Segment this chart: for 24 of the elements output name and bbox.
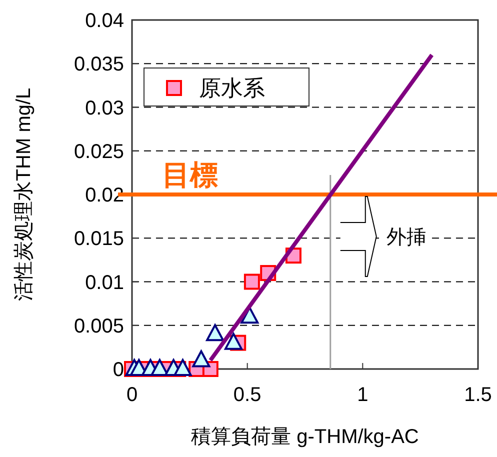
legend-label: 原水系	[199, 76, 265, 101]
y-tick-label: 0.02	[85, 184, 124, 206]
ref-line-label: 目標	[162, 160, 218, 190]
x-axis-title: 積算負荷量 g-THM/kg-AC	[191, 426, 419, 448]
point	[244, 274, 260, 290]
x-tick-label: 1	[357, 384, 368, 406]
point	[240, 306, 259, 324]
y-tick-label: 0.04	[85, 10, 124, 32]
y-tick-label: 0.035	[74, 54, 124, 76]
x-tick-label: 0.5	[233, 384, 262, 406]
y-tick-label: 0.03	[85, 97, 124, 120]
y-axis-title: 活性炭処理水THM mg/L	[13, 88, 35, 302]
y-tick-label: 0.005	[74, 315, 124, 338]
y-tick-label: 0.01	[85, 272, 124, 294]
x-tick-label: 1.5	[464, 384, 492, 406]
y-tick-label: 0	[112, 359, 124, 381]
x-tick-label: 0	[126, 384, 138, 406]
y-tick-label: 0.025	[74, 140, 124, 163]
y-tick-label: 0.015	[74, 228, 124, 250]
point	[150, 359, 169, 376]
point	[224, 332, 242, 350]
point	[192, 350, 210, 368]
point	[206, 324, 224, 342]
point	[174, 359, 192, 376]
